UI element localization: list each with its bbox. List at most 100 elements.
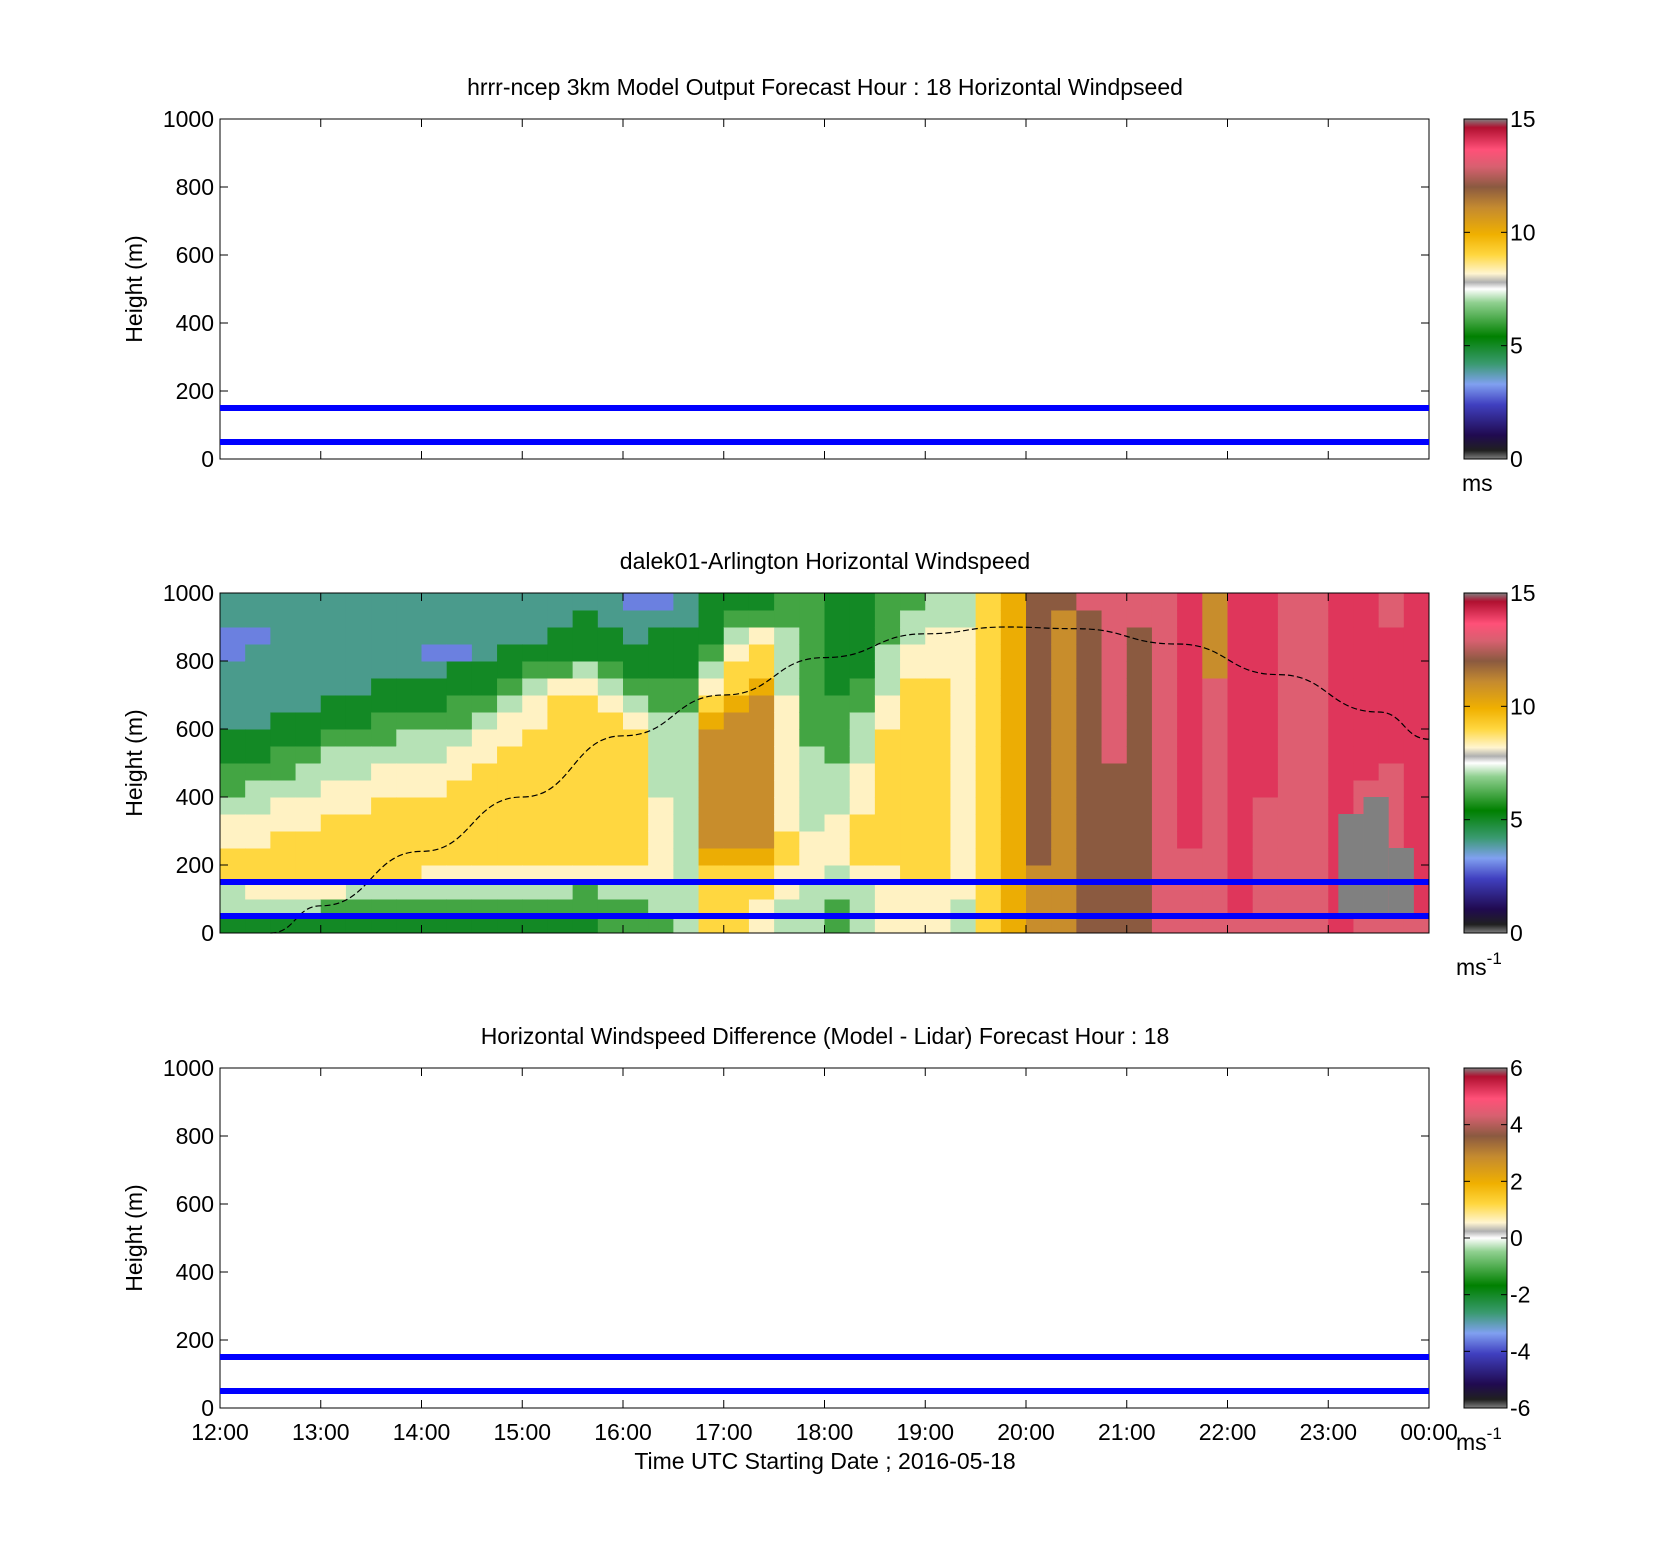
heatmap-cell: [723, 678, 750, 696]
y-tick-label: 800: [176, 174, 214, 200]
colorbar-tick-label: 5: [1510, 807, 1523, 833]
heatmap-cell: [497, 593, 523, 611]
heatmap-cell: [572, 712, 599, 730]
heatmap-cell: [748, 661, 775, 679]
heatmap-cell: [623, 593, 649, 611]
heatmap-cell: [1076, 644, 1103, 662]
heatmap-cell: [220, 593, 246, 611]
heatmap-cell: [1277, 746, 1304, 764]
heatmap-cell: [824, 678, 851, 696]
heatmap-cell: [1353, 916, 1380, 934]
heatmap-cell: [698, 899, 725, 917]
colorbar-tick-label: 6: [1510, 1055, 1523, 1081]
heatmap-cell: [295, 831, 322, 849]
heatmap-cell: [497, 678, 523, 696]
heatmap-cell: [345, 848, 372, 866]
heatmap-cell: [975, 848, 1002, 866]
heatmap-cell: [1051, 610, 1077, 628]
heatmap-cell: [396, 729, 422, 747]
heatmap-cell: [774, 882, 800, 900]
heatmap-cell: [1277, 780, 1304, 798]
heatmap-cell: [849, 848, 876, 866]
heatmap-cell: [900, 763, 926, 781]
heatmap-cell: [245, 848, 271, 866]
heatmap-cell: [396, 644, 422, 662]
heatmap-cell: [1227, 780, 1254, 798]
heatmap-cell: [1051, 848, 1077, 866]
heatmap-cell: [1303, 712, 1329, 730]
heatmap-cell: [396, 610, 422, 628]
heatmap-cell: [320, 797, 347, 815]
panel-difference-colorbar-bar: [1463, 1067, 1508, 1409]
heatmap-cell: [1252, 593, 1279, 611]
heatmap-cell: [1026, 848, 1052, 866]
heatmap-cell: [371, 644, 397, 662]
heatmap-cell: [220, 916, 246, 934]
heatmap-cell: [345, 797, 372, 815]
heatmap-cell: [245, 661, 271, 679]
panel-lidar-colorbar-bar: [1463, 592, 1508, 934]
heatmap-cell: [799, 746, 825, 764]
heatmap-cell: [220, 797, 246, 815]
heatmap-cell: [371, 899, 397, 917]
heatmap-cell: [824, 882, 851, 900]
heatmap-cell: [547, 899, 574, 917]
heatmap-cell: [547, 763, 574, 781]
heatmap-cell: [471, 627, 498, 645]
heatmap-cell: [925, 831, 951, 849]
heatmap-cell: [371, 678, 397, 696]
heatmap-cell: [1000, 780, 1027, 798]
heatmap-cell: [320, 848, 347, 866]
heatmap-cell: [245, 593, 271, 611]
heatmap-cell: [245, 610, 271, 628]
heatmap-cell: [799, 865, 825, 883]
heatmap-cell: [421, 678, 448, 696]
heatmap-cell: [1000, 848, 1027, 866]
heatmap-cell: [1026, 882, 1052, 900]
heatmap-cell: [849, 899, 876, 917]
heatmap-cell: [748, 593, 775, 611]
heatmap-cell: [471, 746, 498, 764]
heatmap-cell: [1252, 797, 1279, 815]
heatmap-cell: [874, 831, 901, 849]
heatmap-cell: [1177, 780, 1203, 798]
heatmap-cell: [1403, 916, 1430, 934]
heatmap-cell: [1151, 644, 1178, 662]
heatmap-cell: [245, 916, 271, 934]
heatmap-cell: [572, 610, 599, 628]
heatmap-cell: [371, 729, 397, 747]
heatmap-cell: [446, 848, 473, 866]
heatmap-cell: [774, 763, 800, 781]
heatmap-cell: [522, 882, 548, 900]
figure-xlabel: Time UTC Starting Date ; 2016-05-18: [634, 1448, 1015, 1474]
heatmap-cell: [1328, 644, 1354, 662]
heatmap-cell: [1177, 678, 1203, 696]
heatmap-cell: [950, 780, 977, 798]
heatmap-cell: [874, 610, 901, 628]
heatmap-cell: [1277, 797, 1304, 815]
heatmap-cell: [874, 746, 901, 764]
heatmap-cell: [799, 882, 825, 900]
heatmap-cell: [799, 593, 825, 611]
heatmap-cell: [824, 610, 851, 628]
heatmap-cell: [824, 848, 851, 866]
heatmap-cell: [295, 797, 322, 815]
panel-model-plot-area: [219, 118, 1430, 460]
heatmap-cell: [421, 882, 448, 900]
heatmap-cell: [396, 593, 422, 611]
heatmap-cell: [774, 627, 800, 645]
heatmap-cell: [1101, 899, 1128, 917]
heatmap-cell: [623, 644, 649, 662]
panel-model-reference-lines: [220, 405, 1429, 445]
heatmap-cell: [1051, 644, 1077, 662]
heatmap-cell: [799, 831, 825, 849]
heatmap-cell: [345, 678, 372, 696]
heatmap-cell: [446, 729, 473, 747]
heatmap-cell: [220, 644, 246, 662]
heatmap-cell: [1076, 899, 1103, 917]
heatmap-cell: [1353, 695, 1380, 713]
heatmap-cell: [698, 593, 725, 611]
heatmap-cell: [950, 831, 977, 849]
panel-difference-ylabel: Height (m): [121, 1184, 147, 1291]
